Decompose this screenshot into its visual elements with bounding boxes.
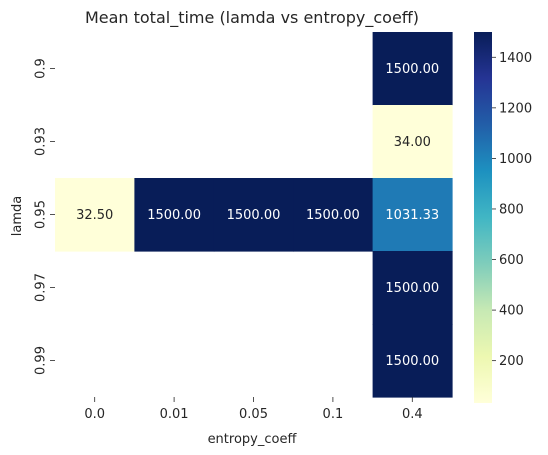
heatmap-cell bbox=[55, 178, 135, 252]
x-tick-label: 0.0 bbox=[84, 407, 105, 422]
heatmap-cell bbox=[293, 178, 374, 252]
x-axis-label: entropy_coeff bbox=[208, 432, 298, 447]
x-tick-label: 0.01 bbox=[160, 407, 189, 422]
cell-value-label: 1031.33 bbox=[385, 208, 439, 223]
heatmap-cell bbox=[372, 251, 453, 325]
x-axis: 0.0 0.01 0.05 0.1 0.4 bbox=[84, 397, 423, 422]
colorbar-ticks: 200 400 600 800 1000 1200 1400 bbox=[492, 51, 532, 369]
cell-value-label: 1500.00 bbox=[227, 208, 281, 223]
cell-value-label: 1500.00 bbox=[147, 208, 201, 223]
cell-value-label: 32.50 bbox=[76, 208, 113, 223]
colorbar-tick-label: 1200 bbox=[499, 101, 532, 116]
y-axis-label: lamda bbox=[10, 196, 25, 236]
x-tick-label: 0.1 bbox=[323, 407, 344, 422]
heatmap-cell bbox=[372, 32, 453, 106]
y-tick-label: 0.97 bbox=[34, 273, 49, 302]
y-tick-label: 0.9 bbox=[34, 58, 49, 79]
heatmap-cell bbox=[372, 324, 453, 398]
heatmap-cell bbox=[134, 178, 215, 252]
heatmap-cells: 1500.00 34.00 32.50 1500.00 1500.00 1500.00 10… bbox=[55, 32, 453, 398]
y-tick-label: 0.93 bbox=[34, 127, 49, 156]
cell-value-label: 34.00 bbox=[394, 135, 431, 150]
x-tick-label: 0.05 bbox=[239, 407, 268, 422]
y-tick-label: 0.99 bbox=[34, 346, 49, 375]
heatmap-cell bbox=[372, 178, 453, 252]
heatmap-cell bbox=[372, 105, 453, 179]
y-tick-label: 0.95 bbox=[34, 200, 49, 229]
colorbar-tick-label: 1400 bbox=[499, 51, 532, 66]
colorbar-tick-label: 800 bbox=[499, 202, 524, 217]
y-axis: 0.9 0.93 0.95 0.97 0.99 bbox=[34, 58, 55, 375]
x-tick-label: 0.4 bbox=[402, 407, 423, 422]
colorbar-tick-label: 1000 bbox=[499, 152, 532, 167]
cell-value-label: 1500.00 bbox=[385, 354, 439, 369]
colorbar-tick-label: 400 bbox=[499, 304, 524, 319]
cell-value-label: 1500.00 bbox=[385, 281, 439, 296]
cell-value-label: 1500.00 bbox=[306, 208, 360, 223]
colorbar-tick-label: 600 bbox=[499, 253, 524, 268]
colorbar bbox=[474, 32, 492, 403]
chart-title: Mean total_time (lamda vs entropy_coeff) bbox=[85, 8, 419, 28]
cell-value-label: 1500.00 bbox=[385, 62, 439, 77]
heatmap-cell bbox=[213, 178, 294, 252]
colorbar-tick-label: 200 bbox=[499, 354, 524, 369]
